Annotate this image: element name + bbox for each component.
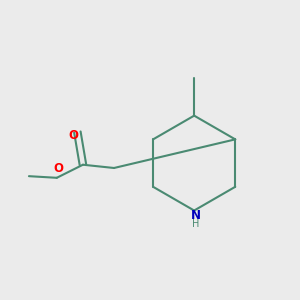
Text: O: O — [68, 129, 78, 142]
Text: O: O — [53, 162, 63, 175]
Text: H: H — [192, 219, 199, 229]
Text: N: N — [190, 209, 200, 222]
